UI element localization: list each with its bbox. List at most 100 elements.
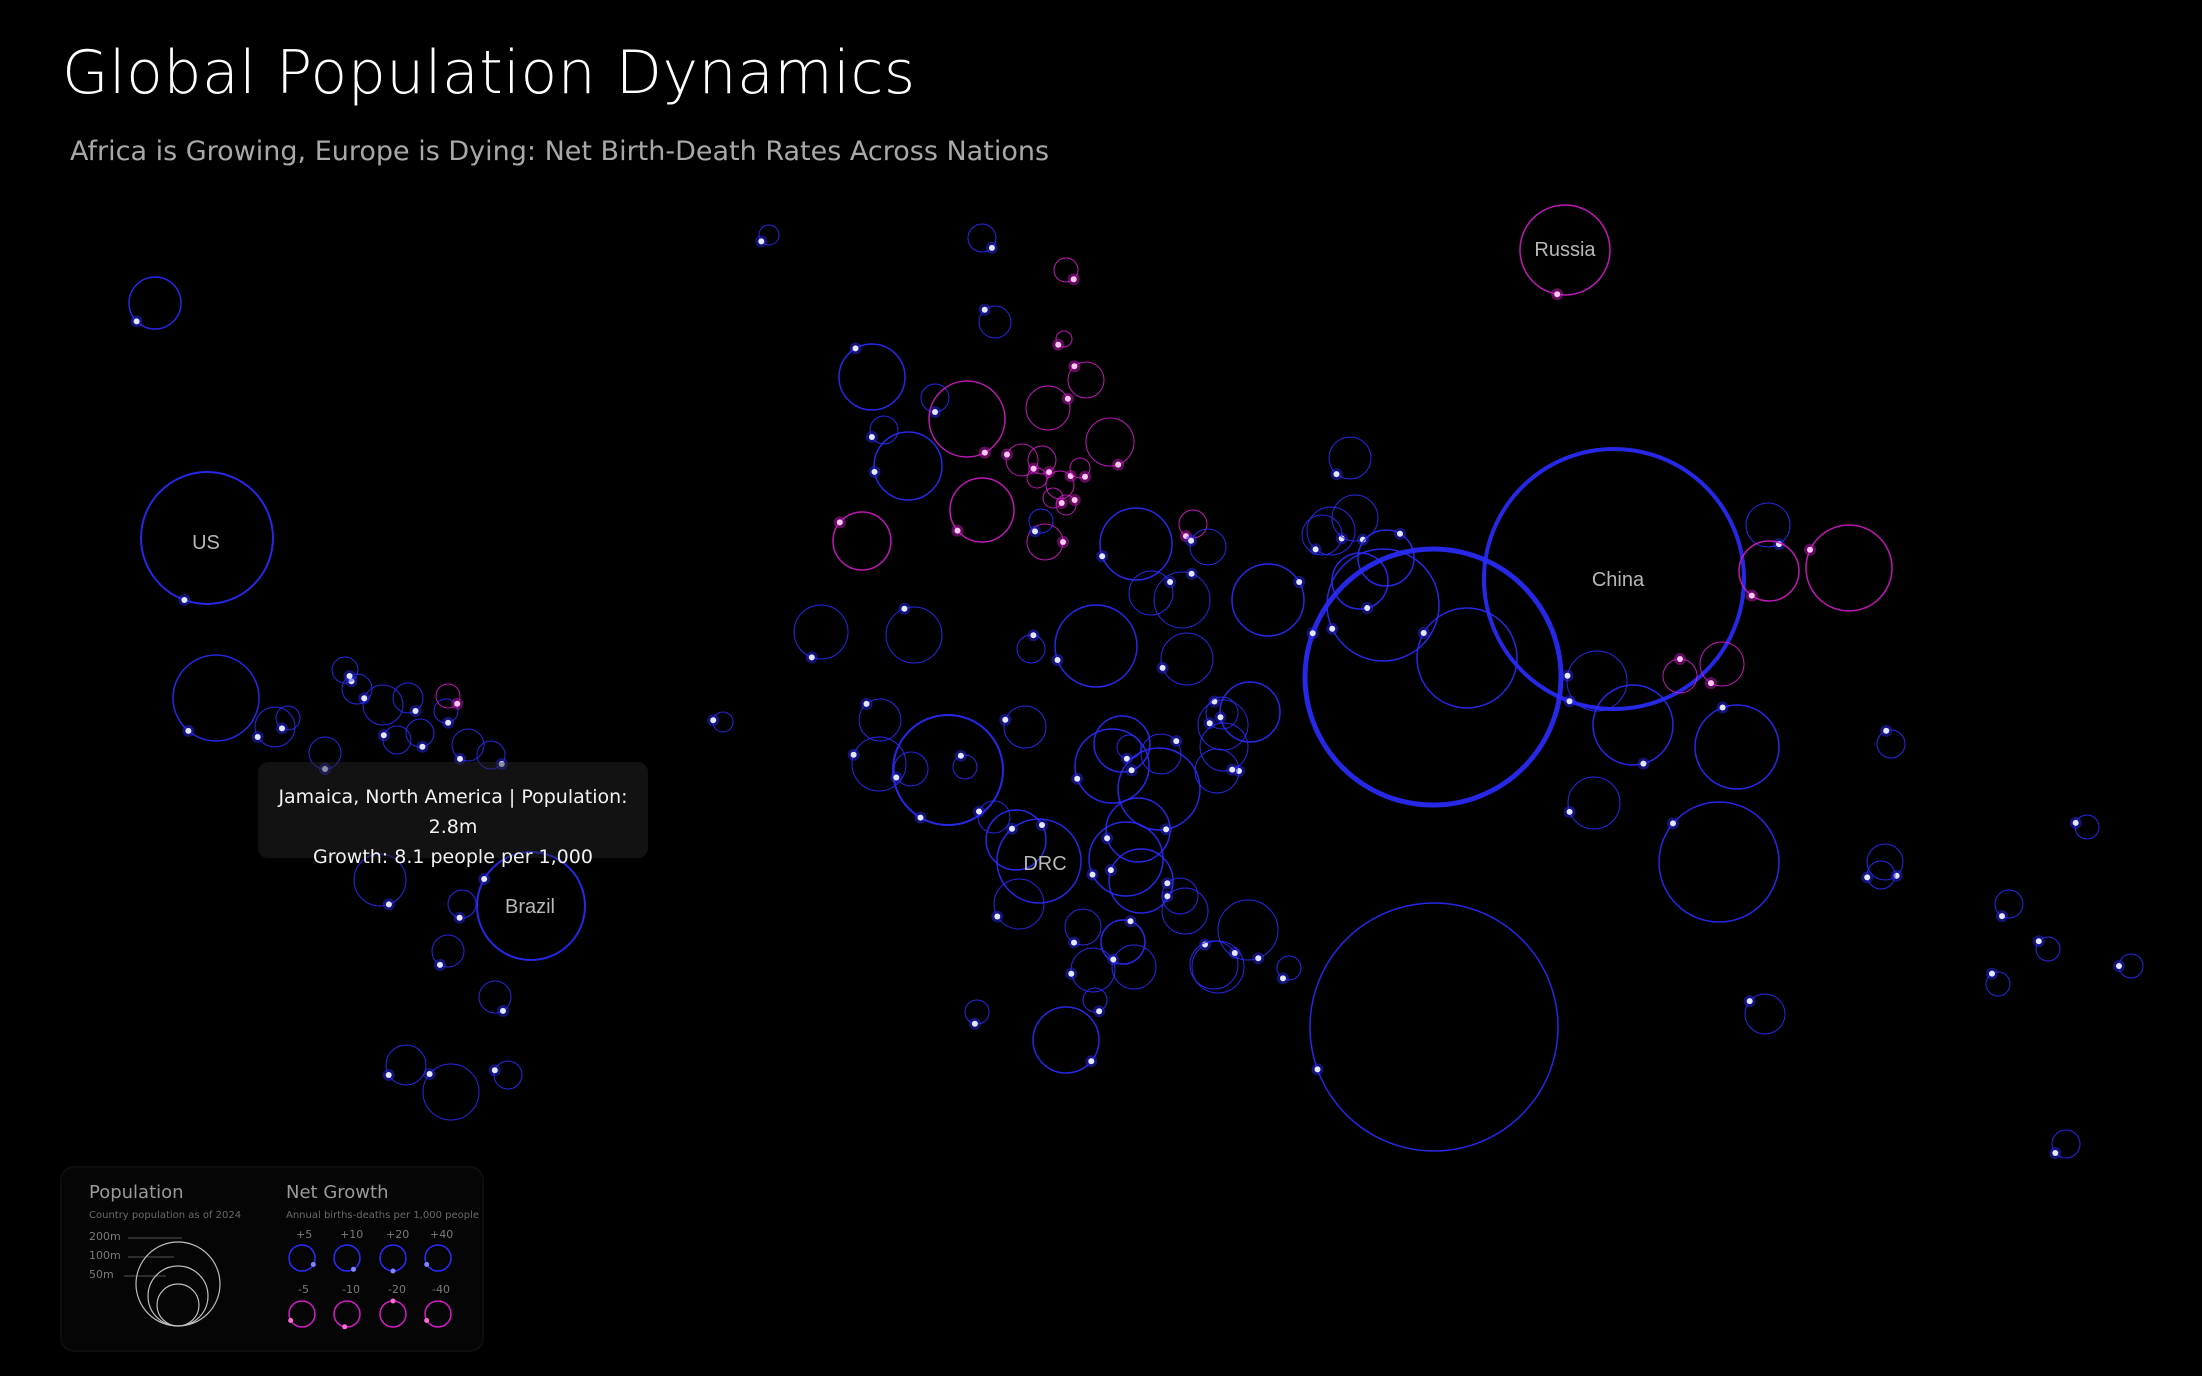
country-bubble[interactable] — [1027, 445, 1057, 475]
country-bubble[interactable] — [435, 683, 461, 709]
country-bubble[interactable] — [1028, 508, 1054, 534]
country-bubble[interactable] — [1045, 470, 1075, 500]
country-bubble[interactable] — [1085, 417, 1135, 467]
country-bubble[interactable] — [362, 684, 404, 726]
country-bubble[interactable] — [2051, 1129, 2081, 1159]
country-bubble[interactable] — [1111, 944, 1157, 990]
country-bubble[interactable] — [1053, 257, 1079, 283]
country-bubble[interactable] — [1566, 650, 1628, 712]
country-bubble[interactable] — [382, 725, 412, 755]
country-bubble[interactable] — [1309, 902, 1559, 1152]
country-bubble[interactable] — [1658, 801, 1780, 923]
country-bubble[interactable] — [893, 751, 929, 787]
country-bubble[interactable] — [1189, 528, 1227, 566]
country-bubble[interactable] — [1032, 1006, 1100, 1074]
country-bubble[interactable] — [1301, 514, 1343, 556]
country-bubble[interactable] — [1055, 330, 1073, 348]
country-bubble[interactable] — [967, 223, 997, 253]
country-bubble[interactable] — [1082, 987, 1108, 1013]
country-bubble[interactable] — [1108, 848, 1174, 914]
country-bubble[interactable] — [1128, 570, 1174, 616]
country-bubble[interactable] — [140, 471, 274, 605]
country-bubble[interactable] — [1276, 955, 1302, 981]
country-bubble[interactable] — [353, 853, 407, 907]
country-bubble[interactable] — [1519, 204, 1611, 296]
country-bubble[interactable] — [873, 431, 943, 501]
country-bubble[interactable] — [1055, 494, 1077, 516]
country-bubble[interactable] — [476, 740, 506, 770]
country-bubble[interactable] — [1231, 563, 1305, 637]
country-bubble[interactable] — [758, 224, 780, 246]
country-bubble[interactable] — [1026, 467, 1048, 489]
country-bubble[interactable] — [1005, 443, 1039, 477]
country-bubble[interactable] — [985, 809, 1047, 871]
country-bubble[interactable] — [1003, 705, 1047, 749]
country-bubble[interactable] — [949, 477, 1015, 543]
country-bubble[interactable] — [1199, 722, 1249, 772]
country-bubble[interactable] — [1416, 607, 1518, 709]
country-bubble[interactable] — [476, 851, 586, 961]
country-bubble[interactable] — [128, 276, 182, 330]
country-bubble[interactable] — [1105, 797, 1171, 863]
country-bubble[interactable] — [892, 714, 1004, 826]
country-bubble[interactable] — [1738, 540, 1800, 602]
country-bubble[interactable] — [478, 980, 512, 1014]
country-bubble[interactable] — [858, 698, 902, 742]
country-bubble[interactable] — [1064, 908, 1102, 946]
country-bubble[interactable] — [851, 736, 907, 792]
country-bubble[interactable] — [838, 343, 906, 411]
country-bubble[interactable] — [1067, 361, 1105, 399]
country-bubble[interactable] — [1306, 506, 1356, 556]
country-bubble[interactable] — [493, 1060, 523, 1090]
country-bubble[interactable] — [1217, 899, 1279, 961]
country-bubble[interactable] — [1099, 507, 1173, 581]
country-bubble[interactable] — [993, 878, 1045, 930]
country-bubble[interactable] — [952, 754, 978, 780]
country-bubble[interactable] — [1069, 457, 1091, 479]
country-bubble[interactable] — [1161, 887, 1209, 935]
country-bubble[interactable] — [1328, 436, 1372, 480]
country-bubble[interactable] — [1178, 509, 1208, 539]
country-bubble[interactable] — [869, 415, 899, 445]
country-bubble[interactable] — [1745, 502, 1791, 548]
country-bubble[interactable] — [2074, 814, 2100, 840]
country-bubble[interactable] — [385, 1044, 427, 1086]
country-bubble[interactable] — [1160, 632, 1214, 686]
country-bubble[interactable] — [1117, 747, 1201, 831]
country-bubble[interactable] — [1161, 877, 1199, 915]
country-bubble[interactable] — [1567, 776, 1621, 830]
country-bubble[interactable] — [978, 305, 1012, 339]
country-bubble[interactable] — [1302, 546, 1564, 808]
country-bubble[interactable] — [1331, 494, 1379, 542]
country-bubble[interactable] — [1074, 728, 1150, 804]
country-bubble[interactable] — [1866, 843, 1904, 881]
country-bubble[interactable] — [1153, 571, 1211, 629]
country-bubble[interactable] — [451, 728, 485, 762]
country-bubble[interactable] — [431, 934, 465, 968]
country-bubble[interactable] — [1205, 696, 1239, 730]
country-bubble[interactable] — [392, 682, 424, 714]
country-bubble[interactable] — [1219, 681, 1281, 743]
country-bubble[interactable] — [793, 604, 849, 660]
country-bubble[interactable] — [1088, 821, 1164, 897]
country-bubble[interactable] — [172, 654, 260, 742]
country-bubble[interactable] — [928, 380, 1006, 458]
country-bubble[interactable] — [1876, 729, 1906, 759]
country-bubble[interactable] — [1985, 971, 2011, 997]
country-bubble[interactable] — [1805, 524, 1893, 612]
country-bubble[interactable] — [275, 705, 301, 731]
country-bubble[interactable] — [1744, 993, 1786, 1035]
country-bubble[interactable] — [1054, 604, 1138, 688]
country-bubble[interactable] — [254, 706, 296, 748]
country-bubble[interactable] — [1592, 684, 1674, 766]
country-bubble[interactable] — [422, 1063, 480, 1121]
country-bubble[interactable] — [341, 673, 373, 705]
country-bubble[interactable] — [1100, 919, 1146, 965]
country-bubble[interactable] — [977, 800, 1011, 834]
country-bubble[interactable] — [2035, 936, 2061, 962]
country-bubble[interactable] — [885, 606, 943, 664]
country-bubble[interactable] — [1694, 704, 1780, 790]
country-bubble[interactable] — [331, 656, 359, 684]
country-bubble[interactable] — [1994, 889, 2024, 919]
country-bubble[interactable] — [996, 818, 1082, 904]
